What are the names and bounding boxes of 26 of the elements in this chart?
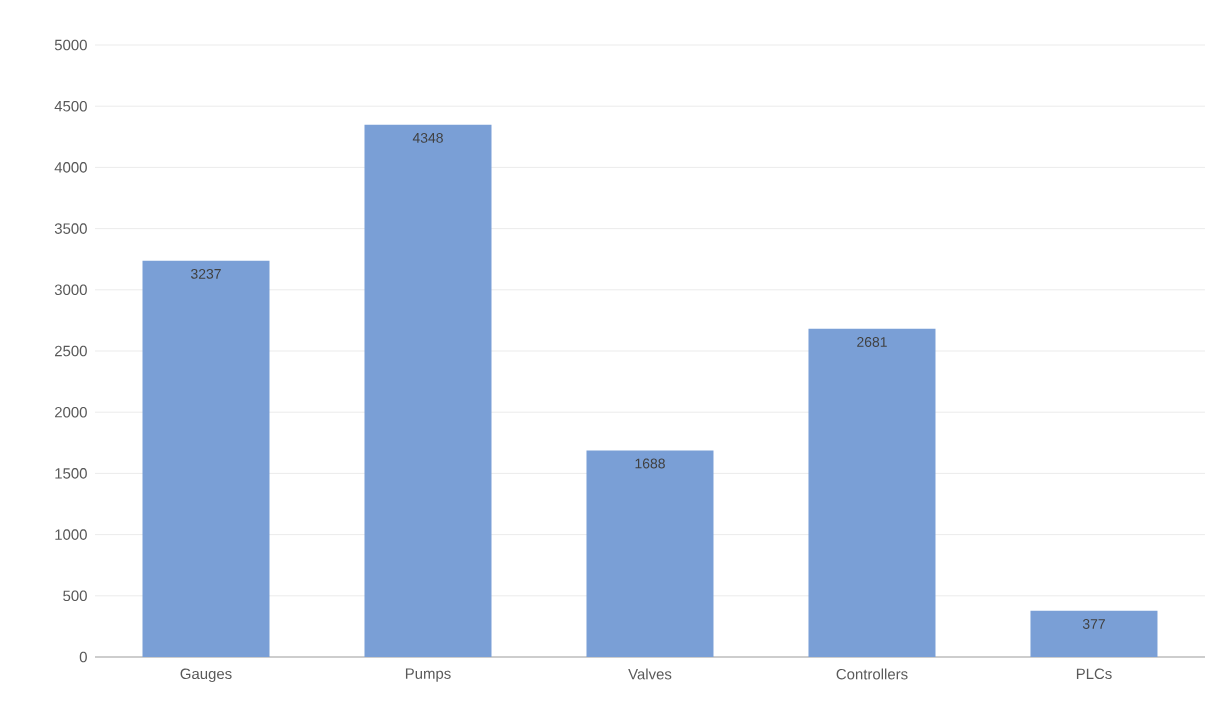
y-tick-label: 2000 [55,406,87,418]
y-tick-label: 3000 [54,284,87,296]
bar [586,450,714,657]
y-tick-label: 5000 [54,39,87,51]
data-label: 2681 [857,337,887,347]
data-label: 4348 [412,132,443,143]
bar [808,328,936,657]
data-label: 377 [1082,619,1105,629]
x-tick-label: PLCs [1076,668,1112,680]
bar [364,124,492,657]
bar [142,260,270,657]
y-tick-label: 2500 [55,345,87,357]
x-tick-label: Valves [628,668,672,680]
y-tick-label: 1000 [55,529,87,540]
y-tick-label: 1500 [55,468,87,479]
y-tick-label: 4500 [54,100,87,112]
x-tick-label: Gauges [180,668,232,683]
y-tick-label: 3500 [54,223,87,234]
bar [1030,610,1158,657]
x-tick-label: Controllers [836,668,908,680]
y-tick-label: 0 [79,651,87,663]
y-tick-label: 4000 [54,162,87,173]
data-label: 1688 [635,458,665,469]
x-tick-label: Pumps [405,668,451,682]
y-tick-label: 500 [63,590,87,602]
data-label: 3237 [191,268,221,279]
